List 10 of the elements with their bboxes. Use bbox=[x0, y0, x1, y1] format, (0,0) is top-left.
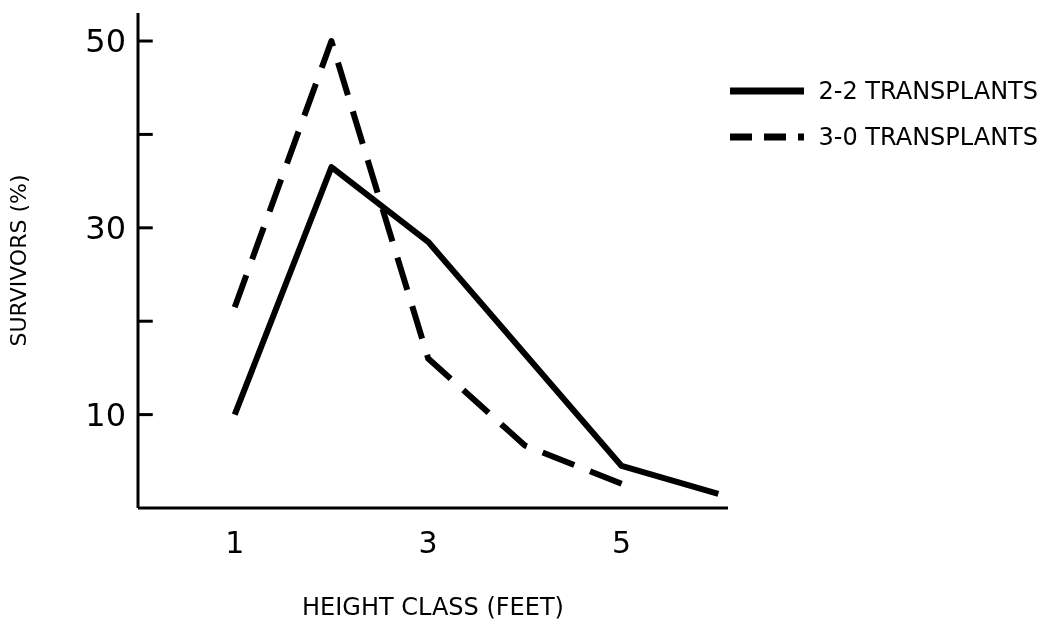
y-tick-label: 30 bbox=[85, 209, 126, 248]
x-axis-title: HEIGHT CLASS (FEET) bbox=[302, 593, 564, 622]
legend-label: 2-2 TRANSPLANTS bbox=[818, 77, 1038, 105]
y-tick-label: 50 bbox=[85, 22, 126, 61]
legend-label: 3-0 TRANSPLANTS bbox=[818, 123, 1038, 151]
x-tick-label: 3 bbox=[418, 525, 438, 561]
y-axis-title: SURVIVORS (%) bbox=[5, 174, 31, 347]
y-tick-label: 10 bbox=[85, 395, 126, 434]
x-tick-label: 5 bbox=[612, 525, 632, 561]
x-tick-label: 1 bbox=[225, 525, 245, 561]
